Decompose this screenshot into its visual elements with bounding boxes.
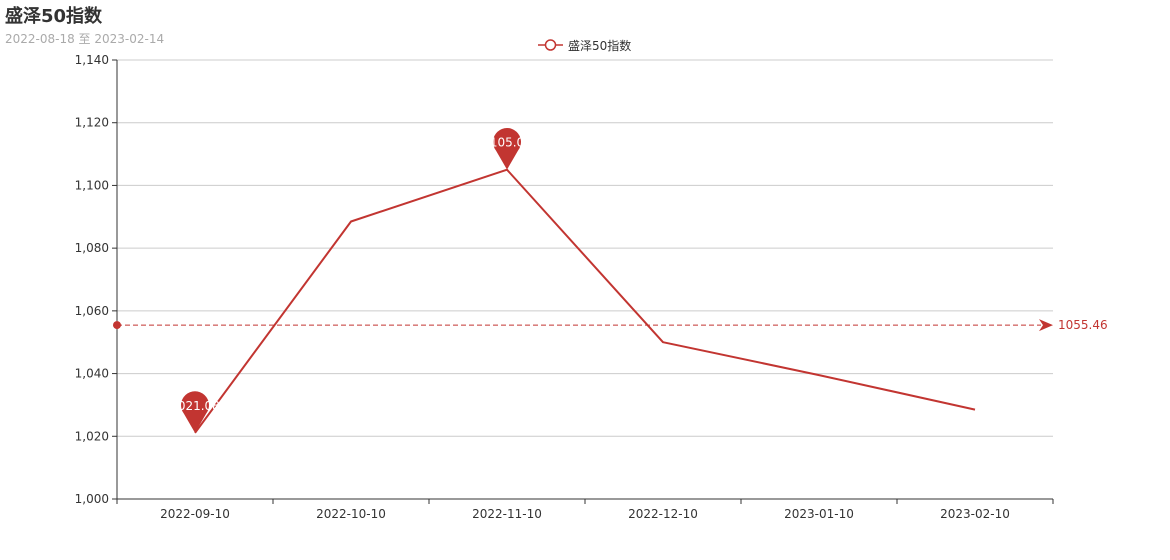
x-tick-label: 2023-02-10 xyxy=(940,507,1010,521)
x-tick-label: 2023-01-10 xyxy=(784,507,854,521)
chart-subtitle: 2022-08-18 至 2023-02-14 xyxy=(5,32,165,46)
y-tick-label: 1,020 xyxy=(75,429,109,443)
x-tick-label: 2022-09-10 xyxy=(160,507,230,521)
y-tick-label: 1,000 xyxy=(75,492,109,506)
mark-line-start-point xyxy=(113,321,121,330)
y-tick-label: 1,140 xyxy=(75,53,109,67)
mark-point-pin xyxy=(180,391,210,433)
y-tick-label: 1,100 xyxy=(75,178,109,192)
mark-line-arrow xyxy=(1039,319,1053,332)
y-tick-label: 1,120 xyxy=(75,116,109,130)
mark-point-pin xyxy=(493,127,521,170)
mark-point-label: 1105.03 xyxy=(482,136,532,150)
y-tick-label: 1,060 xyxy=(75,304,109,318)
x-tick-label: 2022-12-10 xyxy=(628,507,698,521)
legend-item[interactable]: 盛泽50指数 xyxy=(538,36,631,54)
mark-point-label: 1021.08 xyxy=(170,399,220,413)
series-line xyxy=(194,168,976,434)
mark-line-label: 1055.46 xyxy=(1058,318,1108,332)
legend-label: 盛泽50指数 xyxy=(568,38,632,53)
y-tick-label: 1,080 xyxy=(75,241,109,255)
x-tick-label: 2022-10-10 xyxy=(316,507,386,521)
x-tick-label: 2022-11-10 xyxy=(472,507,542,521)
legend-line-circle-icon xyxy=(538,39,563,51)
y-tick-label: 1,040 xyxy=(75,367,109,381)
chart-title: 盛泽50指数 xyxy=(5,6,103,27)
